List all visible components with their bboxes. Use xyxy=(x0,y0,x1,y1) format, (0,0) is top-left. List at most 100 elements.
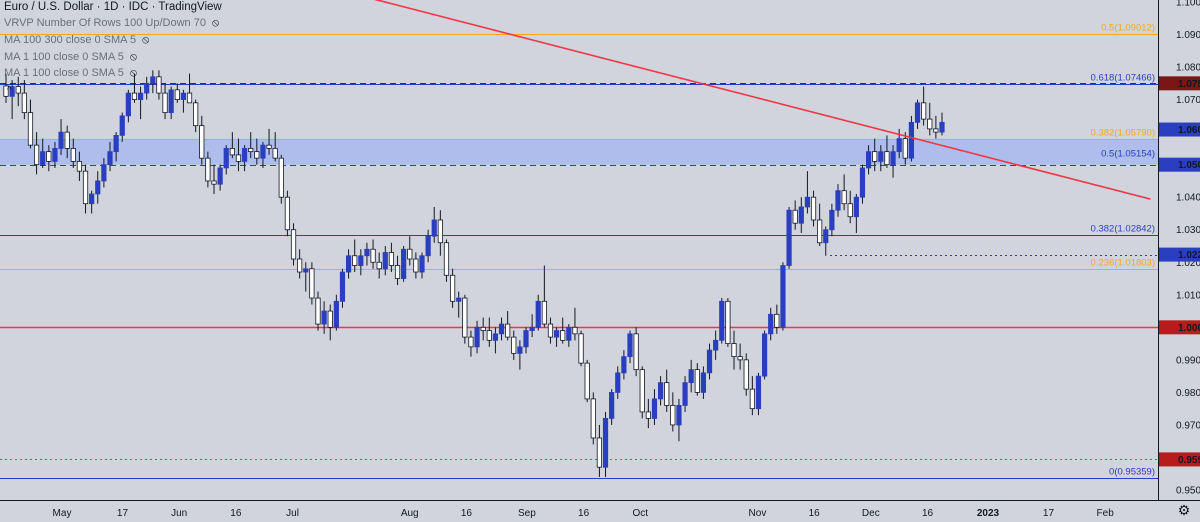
candle-body[interactable] xyxy=(388,252,395,266)
candle-body[interactable] xyxy=(303,268,309,273)
candle-body[interactable] xyxy=(52,147,58,162)
candle-body[interactable] xyxy=(823,229,829,244)
candle-body[interactable] xyxy=(168,89,174,114)
candle-body[interactable] xyxy=(492,333,499,341)
eye-slash-icon[interactable]: ⦸ xyxy=(129,67,138,79)
candle-body[interactable] xyxy=(474,326,480,348)
candle-body[interactable] xyxy=(180,92,187,100)
candle-body[interactable] xyxy=(725,300,731,345)
candle-body[interactable] xyxy=(248,147,254,153)
candle-body[interactable] xyxy=(89,193,95,205)
candle-body[interactable] xyxy=(786,209,792,266)
candle-body[interactable] xyxy=(119,115,125,136)
candle-body[interactable] xyxy=(761,333,768,377)
candle-body[interactable] xyxy=(229,147,235,156)
candle-body[interactable] xyxy=(156,76,162,94)
candle-body[interactable] xyxy=(706,349,713,374)
candle-body[interactable] xyxy=(193,102,199,127)
candle-body[interactable] xyxy=(713,339,719,351)
candle-body[interactable] xyxy=(456,297,462,302)
candle-body[interactable] xyxy=(657,382,664,400)
candle-body[interactable] xyxy=(223,147,229,169)
candle-body[interactable] xyxy=(914,102,921,123)
candle-body[interactable] xyxy=(339,271,346,302)
candle-body[interactable] xyxy=(829,209,835,231)
candle-body[interactable] xyxy=(266,144,272,149)
indicator-label-2[interactable]: MA 100 300 close 0 SMA 5 ⦸ xyxy=(4,34,149,47)
candle-body[interactable] xyxy=(113,134,119,153)
candle-body[interactable] xyxy=(511,336,517,354)
candle-body[interactable] xyxy=(890,151,896,166)
indicator-label-1[interactable]: VRVP Number Of Rows 100 Up/Down 70 ⦸ xyxy=(4,17,219,30)
candle-body[interactable] xyxy=(205,157,211,182)
candle-body[interactable] xyxy=(609,391,615,419)
candle-body[interactable] xyxy=(419,255,425,273)
candle-body[interactable] xyxy=(560,330,566,341)
candle-body[interactable] xyxy=(792,209,798,224)
candle-body[interactable] xyxy=(780,265,786,328)
trendline[interactable] xyxy=(0,0,1151,200)
candle-body[interactable] xyxy=(131,92,138,100)
candle-body[interactable] xyxy=(443,242,450,276)
candle-body[interactable] xyxy=(297,258,303,273)
candle-body[interactable] xyxy=(64,131,70,149)
candle-body[interactable] xyxy=(272,147,278,159)
candle-body[interactable] xyxy=(902,138,908,159)
candle-body[interactable] xyxy=(437,219,443,244)
candle-body[interactable] xyxy=(462,297,468,338)
candle-body[interactable] xyxy=(364,248,370,257)
candle-body[interactable] xyxy=(144,82,150,94)
candle-body[interactable] xyxy=(125,92,131,117)
candle-body[interactable] xyxy=(449,274,456,302)
candle-body[interactable] xyxy=(541,300,547,325)
candle-body[interactable] xyxy=(804,196,811,208)
candle-body[interactable] xyxy=(498,323,505,335)
candle-body[interactable] xyxy=(101,164,107,182)
candle-body[interactable] xyxy=(694,369,700,393)
candle-body[interactable] xyxy=(676,405,682,426)
candle-body[interactable] xyxy=(95,180,101,195)
candle-body[interactable] xyxy=(639,369,645,413)
indicator-label-3[interactable]: MA 1 100 close 0 SMA 5 ⦸ xyxy=(4,51,137,64)
candle-body[interactable] xyxy=(82,170,89,205)
candle-body[interactable] xyxy=(700,372,707,393)
candle-body[interactable] xyxy=(529,326,535,331)
candle-body[interactable] xyxy=(413,258,419,273)
candle-body[interactable] xyxy=(186,92,193,104)
candle-body[interactable] xyxy=(199,125,205,159)
candle-body[interactable] xyxy=(835,190,841,211)
candle-body[interactable] xyxy=(382,252,388,270)
candle-body[interactable] xyxy=(260,144,266,159)
candle-body[interactable] xyxy=(46,151,52,162)
candle-body[interactable] xyxy=(241,147,248,162)
candle-body[interactable] xyxy=(939,121,945,133)
eye-slash-icon[interactable]: ⦸ xyxy=(129,51,138,63)
candle-body[interactable] xyxy=(627,333,633,358)
candle-body[interactable] xyxy=(578,333,584,364)
candle-body[interactable] xyxy=(174,89,180,100)
candle-body[interactable] xyxy=(70,147,76,162)
price-badge[interactable] xyxy=(1159,247,1200,262)
candle-body[interactable] xyxy=(933,128,939,133)
candle-body[interactable] xyxy=(21,92,27,114)
candle-body[interactable] xyxy=(254,151,260,159)
price-badge[interactable] xyxy=(1159,452,1200,467)
candle-body[interactable] xyxy=(719,300,725,341)
candle-body[interactable] xyxy=(327,310,333,328)
candle-body[interactable] xyxy=(284,196,291,231)
candle-body[interactable] xyxy=(621,356,627,374)
price-badge[interactable] xyxy=(1159,122,1200,137)
candle-body[interactable] xyxy=(137,92,144,100)
chart-title[interactable]: Euro / U.S. Dollar · 1D · IDC · TradingV… xyxy=(4,1,222,13)
candle-body[interactable] xyxy=(217,167,223,185)
price-badge[interactable] xyxy=(1159,157,1200,172)
candle-body[interactable] xyxy=(798,206,804,224)
candle-body[interactable] xyxy=(853,196,859,218)
candle-body[interactable] xyxy=(908,121,915,159)
candle-body[interactable] xyxy=(731,343,737,358)
candle-body[interactable] xyxy=(743,359,749,390)
candle-body[interactable] xyxy=(523,330,529,348)
candle-body[interactable] xyxy=(27,112,34,146)
candle-body[interactable] xyxy=(394,265,401,279)
